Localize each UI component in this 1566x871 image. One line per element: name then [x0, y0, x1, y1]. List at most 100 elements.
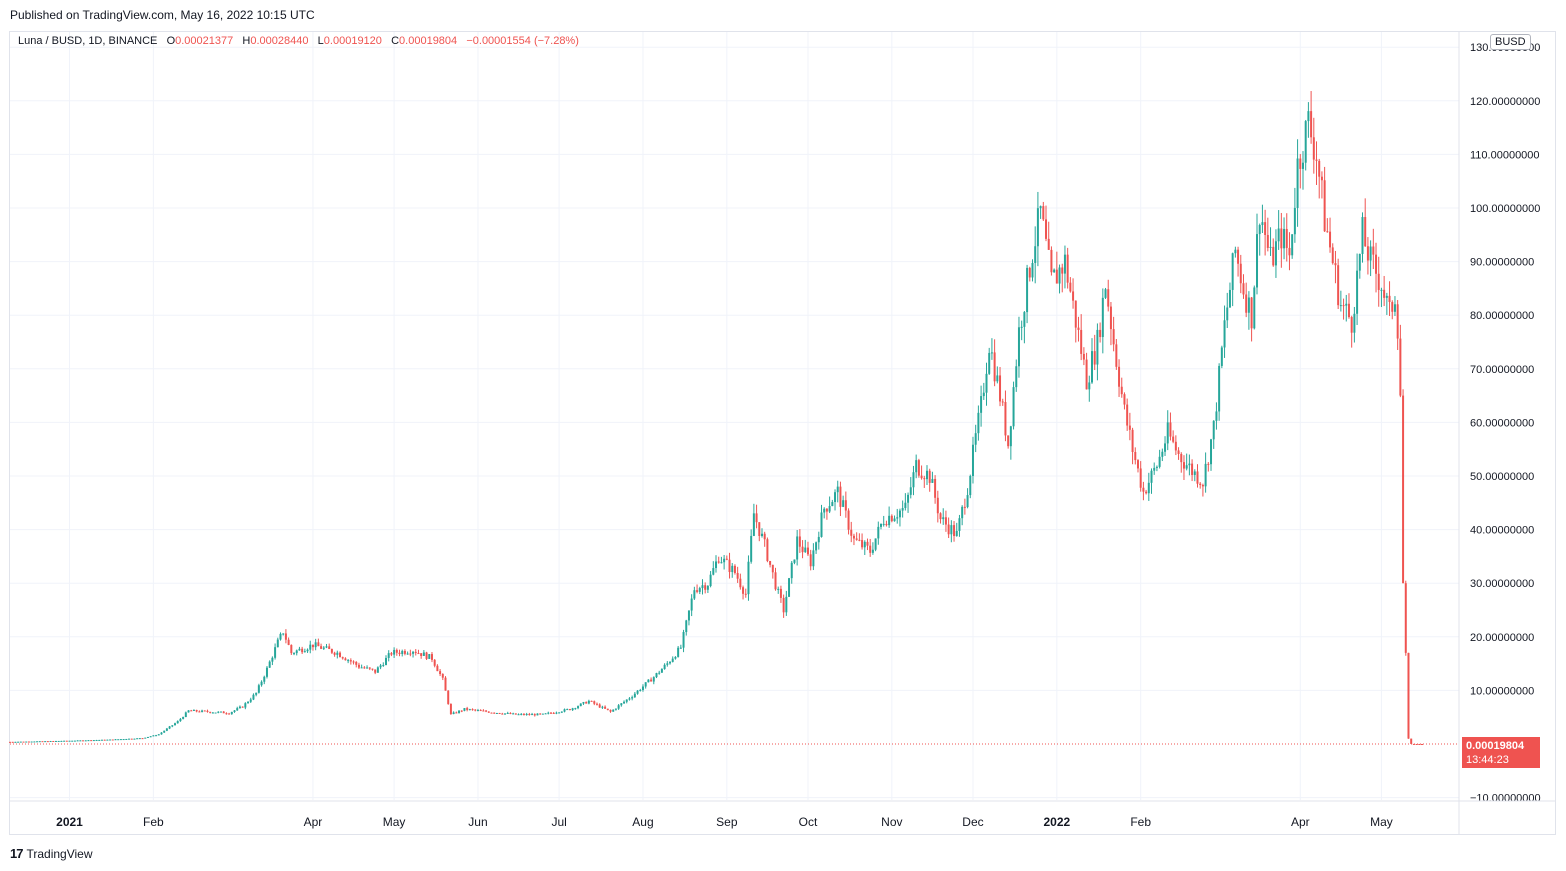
- candle-body: [1028, 267, 1031, 278]
- candle-body: [855, 538, 858, 540]
- candle-body: [1150, 470, 1153, 483]
- candle-body: [1053, 269, 1056, 273]
- candle-body: [430, 654, 433, 660]
- candle-body: [393, 649, 396, 655]
- candle-body: [920, 475, 923, 479]
- candle-body: [1153, 467, 1156, 471]
- candle-body: [917, 460, 920, 476]
- candle-body: [1372, 246, 1375, 255]
- candle-body: [993, 352, 996, 382]
- candle-body: [1383, 289, 1386, 298]
- candle-body: [790, 562, 793, 579]
- candle-body: [1242, 283, 1245, 295]
- candle-body: [493, 712, 496, 714]
- candle-body: [1023, 312, 1026, 327]
- candle-body: [1329, 231, 1332, 248]
- y-tick-label: −10.00000000: [1470, 793, 1541, 805]
- candle-body: [980, 396, 983, 413]
- candle-body: [550, 712, 552, 714]
- candle-body: [1245, 294, 1248, 313]
- candle-body: [585, 702, 588, 704]
- candle-body: [1377, 273, 1380, 290]
- candle-body: [728, 559, 731, 573]
- candle-body: [568, 709, 571, 711]
- candle-body: [219, 711, 222, 713]
- candle-body: [977, 412, 980, 434]
- candle-body: [999, 375, 1002, 402]
- candle-body: [831, 502, 834, 507]
- candle-body: [1375, 254, 1378, 274]
- candle-body: [631, 697, 634, 699]
- candle-body: [1280, 228, 1283, 249]
- candle-body: [412, 651, 415, 654]
- candle-body: [352, 661, 355, 663]
- candle-body: [1266, 234, 1269, 248]
- candle-body: [942, 517, 945, 520]
- candle-body: [141, 738, 144, 740]
- candle-body: [287, 639, 290, 645]
- candle-body: [149, 736, 152, 738]
- candle-body: [907, 494, 910, 503]
- candle-body: [985, 373, 988, 393]
- candle-body: [138, 738, 141, 740]
- candle-body: [1350, 317, 1353, 333]
- candle-body: [98, 739, 101, 741]
- candle-body: [928, 470, 931, 483]
- currency-badge[interactable]: BUSD: [1490, 34, 1531, 50]
- candle-body: [666, 663, 669, 665]
- candle-body: [122, 739, 125, 741]
- candle-body: [344, 658, 347, 661]
- tradingview-logo[interactable]: 17 TradingView: [10, 846, 93, 861]
- candle-body: [1210, 439, 1213, 465]
- candle-body: [625, 699, 628, 702]
- candle-body: [996, 375, 999, 382]
- candle-body: [712, 568, 715, 575]
- candle-body: [452, 712, 455, 714]
- candle-body: [769, 560, 772, 565]
- candle-body: [425, 652, 428, 659]
- candle-body: [1147, 482, 1150, 494]
- candle-body: [455, 712, 458, 714]
- candle-body: [955, 530, 958, 537]
- candle-body: [374, 669, 377, 673]
- candle-body: [119, 739, 122, 741]
- candle-body: [823, 508, 826, 513]
- candle-body: [774, 572, 777, 590]
- candle-body: [696, 590, 699, 592]
- candle-body: [1180, 453, 1183, 463]
- candle-body: [1009, 426, 1012, 447]
- candle-body: [19, 741, 22, 743]
- candle-body: [417, 653, 420, 655]
- candle-body: [958, 518, 961, 531]
- candle-body: [1039, 206, 1042, 209]
- legend-symbol[interactable]: Luna / BUSD, 1D, BINANCE: [18, 35, 158, 47]
- candle-body: [877, 526, 880, 539]
- candle-body: [1274, 241, 1277, 266]
- candle-body: [809, 554, 812, 567]
- candle-body: [1421, 743, 1424, 745]
- candle-body: [474, 709, 477, 711]
- candle-body: [79, 740, 82, 742]
- candle-body: [398, 652, 401, 655]
- candle-body: [1226, 307, 1229, 321]
- bar-countdown: 13:44:23: [1466, 754, 1509, 766]
- candle-body: [314, 642, 317, 648]
- candle-body: [961, 506, 964, 519]
- candle-body: [866, 541, 869, 546]
- candle-body: [971, 444, 974, 476]
- y-tick-label: 100.00000000: [1470, 203, 1540, 215]
- candle-body: [1096, 329, 1099, 365]
- candle-body: [1283, 228, 1286, 249]
- candle-body: [758, 522, 761, 536]
- candle-body: [1031, 262, 1034, 278]
- candle-body: [458, 710, 461, 714]
- candle-body: [328, 646, 331, 650]
- candle-body: [298, 648, 301, 651]
- candle-body: [701, 585, 704, 589]
- candle-body: [501, 713, 504, 715]
- candle-body: [1337, 265, 1340, 306]
- legend-change-value: −0.00001554 (−7.28%): [466, 35, 579, 47]
- candle-body: [988, 352, 991, 374]
- candle-body: [1101, 297, 1104, 338]
